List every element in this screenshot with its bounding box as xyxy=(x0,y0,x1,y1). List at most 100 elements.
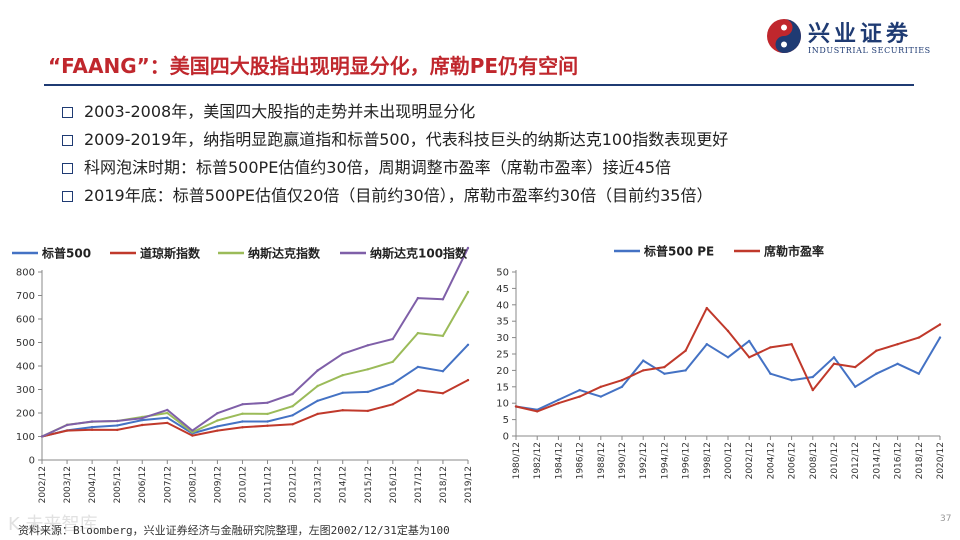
data-point xyxy=(40,435,44,438)
data-point xyxy=(416,296,420,300)
x-tick-label: 2016/12 xyxy=(894,442,904,479)
title-divider xyxy=(44,84,914,86)
x-tick-label: 2006/12 xyxy=(138,466,148,503)
y-tick-label: 100 xyxy=(16,432,35,443)
y-tick-label: 800 xyxy=(16,268,35,279)
data-point xyxy=(366,368,369,371)
data-point xyxy=(141,417,144,420)
brand-logo: 兴业证券 INDUSTRIAL SECURITIES xyxy=(766,16,946,60)
data-point xyxy=(938,336,942,339)
legend-label: 席勒市盈率 xyxy=(764,244,824,259)
bullet-text: 2009-2019年，纳指明显跑赢道指和标普500，代表科技巨头的纳斯达克100… xyxy=(84,130,729,149)
x-tick-label: 2020/12 xyxy=(936,442,946,479)
bullet-item: 科网泡沫时期：标普500PE估值约30倍，周期调整市盈率（席勒市盈率）接近45倍 xyxy=(62,154,728,182)
data-point xyxy=(291,423,294,426)
y-tick-label: 15 xyxy=(496,382,509,393)
data-point xyxy=(832,356,836,359)
x-tick-label: 2004/12 xyxy=(766,442,776,479)
data-point xyxy=(291,405,294,408)
data-point xyxy=(341,391,344,394)
data-point xyxy=(684,349,687,352)
data-point xyxy=(466,343,470,346)
legend-label: 纳斯达克指数 xyxy=(248,246,321,261)
y-tick-label: 700 xyxy=(16,291,35,302)
data-point xyxy=(917,372,920,375)
data-point xyxy=(811,375,814,379)
data-point xyxy=(705,343,708,346)
y-tick-label: 500 xyxy=(16,338,35,349)
us-indices-chart: 0 100 200 300 400 500 600 700 800 2002/12 2003/12 2… xyxy=(12,246,474,503)
x-tick-label: 2005/12 xyxy=(113,466,123,503)
data-point xyxy=(316,369,319,372)
x-tick-label: 2015/12 xyxy=(364,466,374,503)
data-point xyxy=(166,411,169,415)
data-point xyxy=(684,369,687,372)
data-point xyxy=(875,372,878,375)
checkbox-bullet-icon xyxy=(62,191,73,202)
data-point xyxy=(216,425,219,428)
data-point xyxy=(875,349,878,352)
x-tick-label: 2013/12 xyxy=(314,466,324,503)
data-point xyxy=(391,403,394,406)
y-tick-label: 30 xyxy=(496,333,509,344)
series-line xyxy=(41,247,469,438)
data-point xyxy=(191,434,194,437)
data-point xyxy=(705,306,708,310)
data-point xyxy=(166,408,169,412)
data-point xyxy=(578,388,581,392)
x-tick-label: 2018/12 xyxy=(439,466,449,503)
data-point xyxy=(896,343,899,346)
bullet-list: 2003-2008年，美国四大股指的走势并未出现明显分化 2009-2019年，… xyxy=(62,98,728,210)
data-point xyxy=(166,421,169,425)
x-tick-label: 2019/12 xyxy=(464,466,474,503)
x-tick-label: 1980/12 xyxy=(512,442,522,479)
data-point xyxy=(790,343,793,346)
data-point xyxy=(726,356,730,359)
x-tick-label: 1988/12 xyxy=(597,442,607,479)
checkbox-bullet-icon xyxy=(62,135,73,146)
data-point xyxy=(141,423,144,427)
bullet-text: 2003-2008年，美国四大股指的走势并未出现明显分化 xyxy=(84,102,476,121)
data-point xyxy=(65,429,69,432)
x-tick-label: 2002/12 xyxy=(745,442,755,479)
data-point xyxy=(917,336,920,339)
x-tick-label: 1996/12 xyxy=(682,442,692,479)
data-point xyxy=(391,360,394,363)
x-tick-label: 1994/12 xyxy=(660,442,670,479)
data-point xyxy=(391,382,394,385)
data-point xyxy=(769,346,772,349)
data-point xyxy=(90,428,94,431)
data-point xyxy=(748,356,751,359)
logo-chinese-name: 兴业证券 xyxy=(808,21,913,47)
data-point xyxy=(341,409,344,412)
x-tick-label: 2008/12 xyxy=(188,466,198,503)
data-point xyxy=(341,352,344,355)
y-tick-label: 10 xyxy=(496,399,509,410)
data-point xyxy=(291,392,294,396)
bullet-item: 2003-2008年，美国四大股指的走势并未出现明显分化 xyxy=(62,98,728,126)
bullet-item: 2009-2019年，纳指明显跑赢道指和标普500，代表科技巨头的纳斯达克100… xyxy=(62,126,728,154)
checkbox-bullet-icon xyxy=(62,107,73,118)
logo-english-name: INDUSTRIAL SECURITIES xyxy=(808,46,931,55)
data-point xyxy=(466,290,470,294)
data-point xyxy=(266,412,269,416)
data-point xyxy=(241,426,244,429)
data-point xyxy=(241,412,244,415)
x-tick-label: 2016/12 xyxy=(389,466,399,503)
data-point xyxy=(748,339,751,343)
data-point xyxy=(663,372,666,375)
y-tick-label: 45 xyxy=(496,284,509,295)
y-tick-label: 40 xyxy=(496,300,509,311)
series-line xyxy=(41,379,469,438)
data-point xyxy=(642,369,645,372)
data-point xyxy=(416,389,420,392)
bullet-text: 科网泡沫时期：标普500PE估值约30倍，周期调整市盈率（席勒市盈率）接近45倍 xyxy=(84,158,672,177)
legend-label: 标普500 xyxy=(41,246,91,261)
data-point xyxy=(191,431,194,434)
data-point xyxy=(854,385,857,388)
data-point xyxy=(536,410,539,413)
data-point xyxy=(241,403,244,406)
data-point xyxy=(441,334,445,338)
data-point xyxy=(938,323,942,326)
x-tick-label: 2017/12 xyxy=(414,466,424,503)
